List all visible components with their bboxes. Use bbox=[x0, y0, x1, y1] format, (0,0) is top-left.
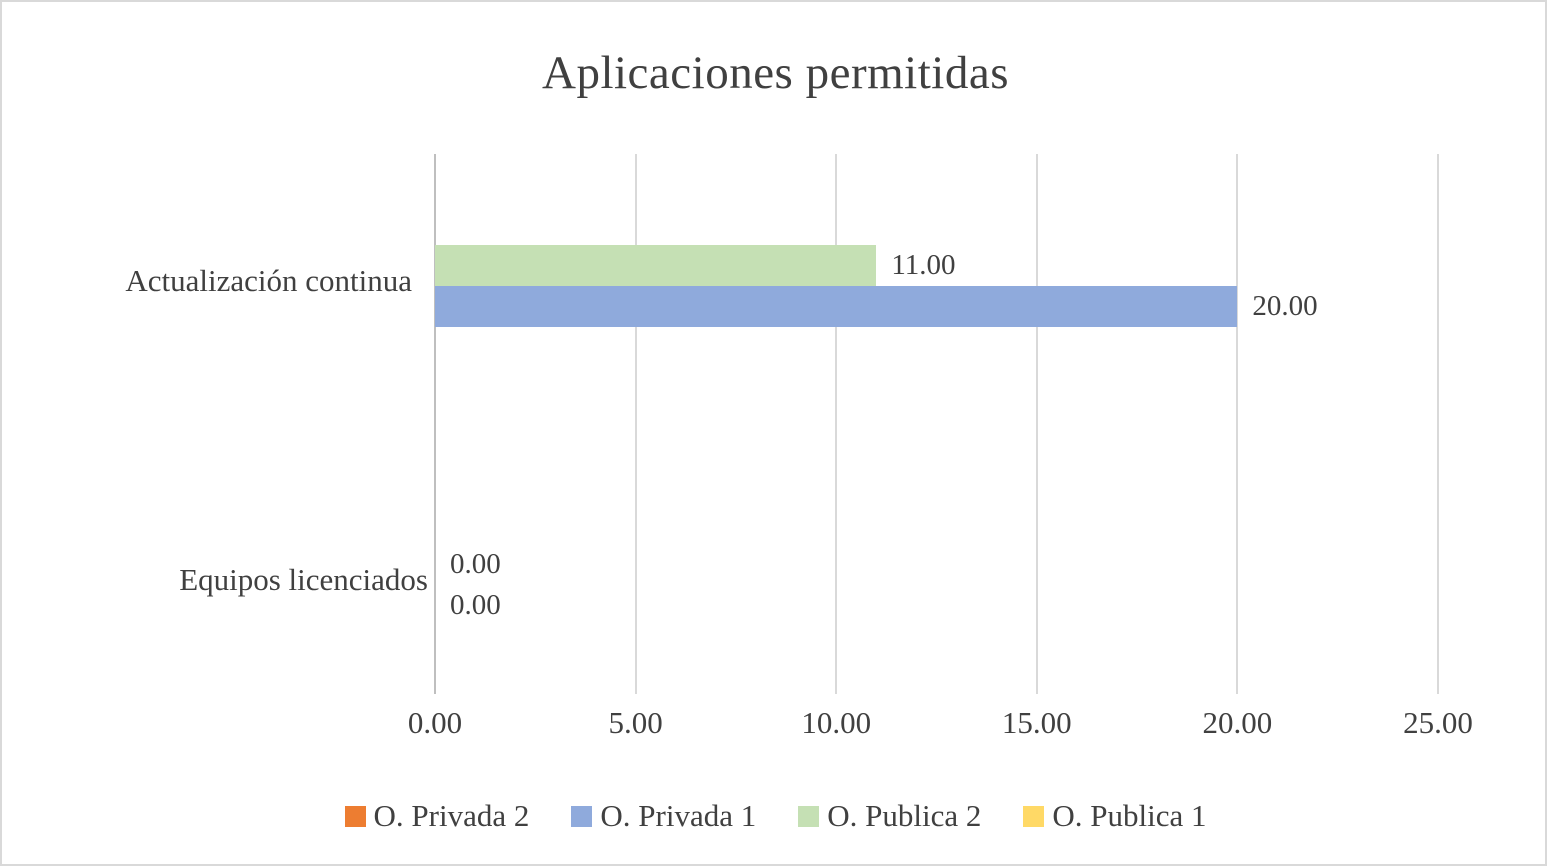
x-tick-label: 10.00 bbox=[801, 705, 872, 740]
legend-swatch-icon bbox=[571, 805, 593, 827]
category-label: Actualización continua bbox=[125, 263, 412, 298]
category-label: Equipos licenciados bbox=[179, 562, 428, 597]
vertical-gridline bbox=[1236, 154, 1239, 694]
chart-title: Aplicaciones permitidas bbox=[542, 47, 1009, 99]
legend-label: O. Publica 2 bbox=[827, 798, 982, 833]
legend-swatch-icon bbox=[798, 805, 820, 827]
data-label: 20.00 bbox=[1252, 290, 1318, 322]
legend-item-o-privada-1: O. Privada 1 bbox=[571, 798, 756, 834]
value-axis-line bbox=[434, 154, 436, 694]
x-tick-label: 15.00 bbox=[1001, 705, 1072, 740]
x-tick-label: 25.00 bbox=[1403, 705, 1473, 740]
vertical-gridline bbox=[1035, 154, 1038, 694]
data-label: 11.00 bbox=[891, 249, 956, 281]
data-label: 0.00 bbox=[450, 588, 501, 621]
legend-swatch-icon bbox=[1023, 805, 1045, 827]
vertical-gridline bbox=[1437, 154, 1439, 694]
x-tick-label: 5.00 bbox=[608, 705, 663, 740]
x-tick-label: 0.00 bbox=[407, 705, 463, 740]
vertical-gridline bbox=[634, 154, 637, 694]
bar-o-publica-2 bbox=[435, 245, 877, 286]
legend-item-o-publica-2: O. Publica 2 bbox=[798, 798, 981, 834]
legend-label: O. Privada 1 bbox=[600, 798, 757, 833]
legend-label: O. Privada 2 bbox=[373, 798, 530, 833]
legend-swatch-icon bbox=[344, 805, 366, 827]
vertical-gridline bbox=[835, 154, 838, 694]
chart-legend: O. Privada 2 O. Privada 1 O. Publica 2 O. P… bbox=[2, 798, 1545, 834]
bar-o-privada-1 bbox=[435, 286, 1238, 327]
legend-item-o-publica-1: O. Publica 1 bbox=[1023, 798, 1206, 834]
data-label: 0.00 bbox=[450, 547, 501, 580]
legend-label: O. Publica 1 bbox=[1052, 798, 1207, 833]
x-tick-label: 20.00 bbox=[1202, 705, 1273, 740]
legend-item-o-privada-2: O. Privada 2 bbox=[344, 798, 530, 834]
